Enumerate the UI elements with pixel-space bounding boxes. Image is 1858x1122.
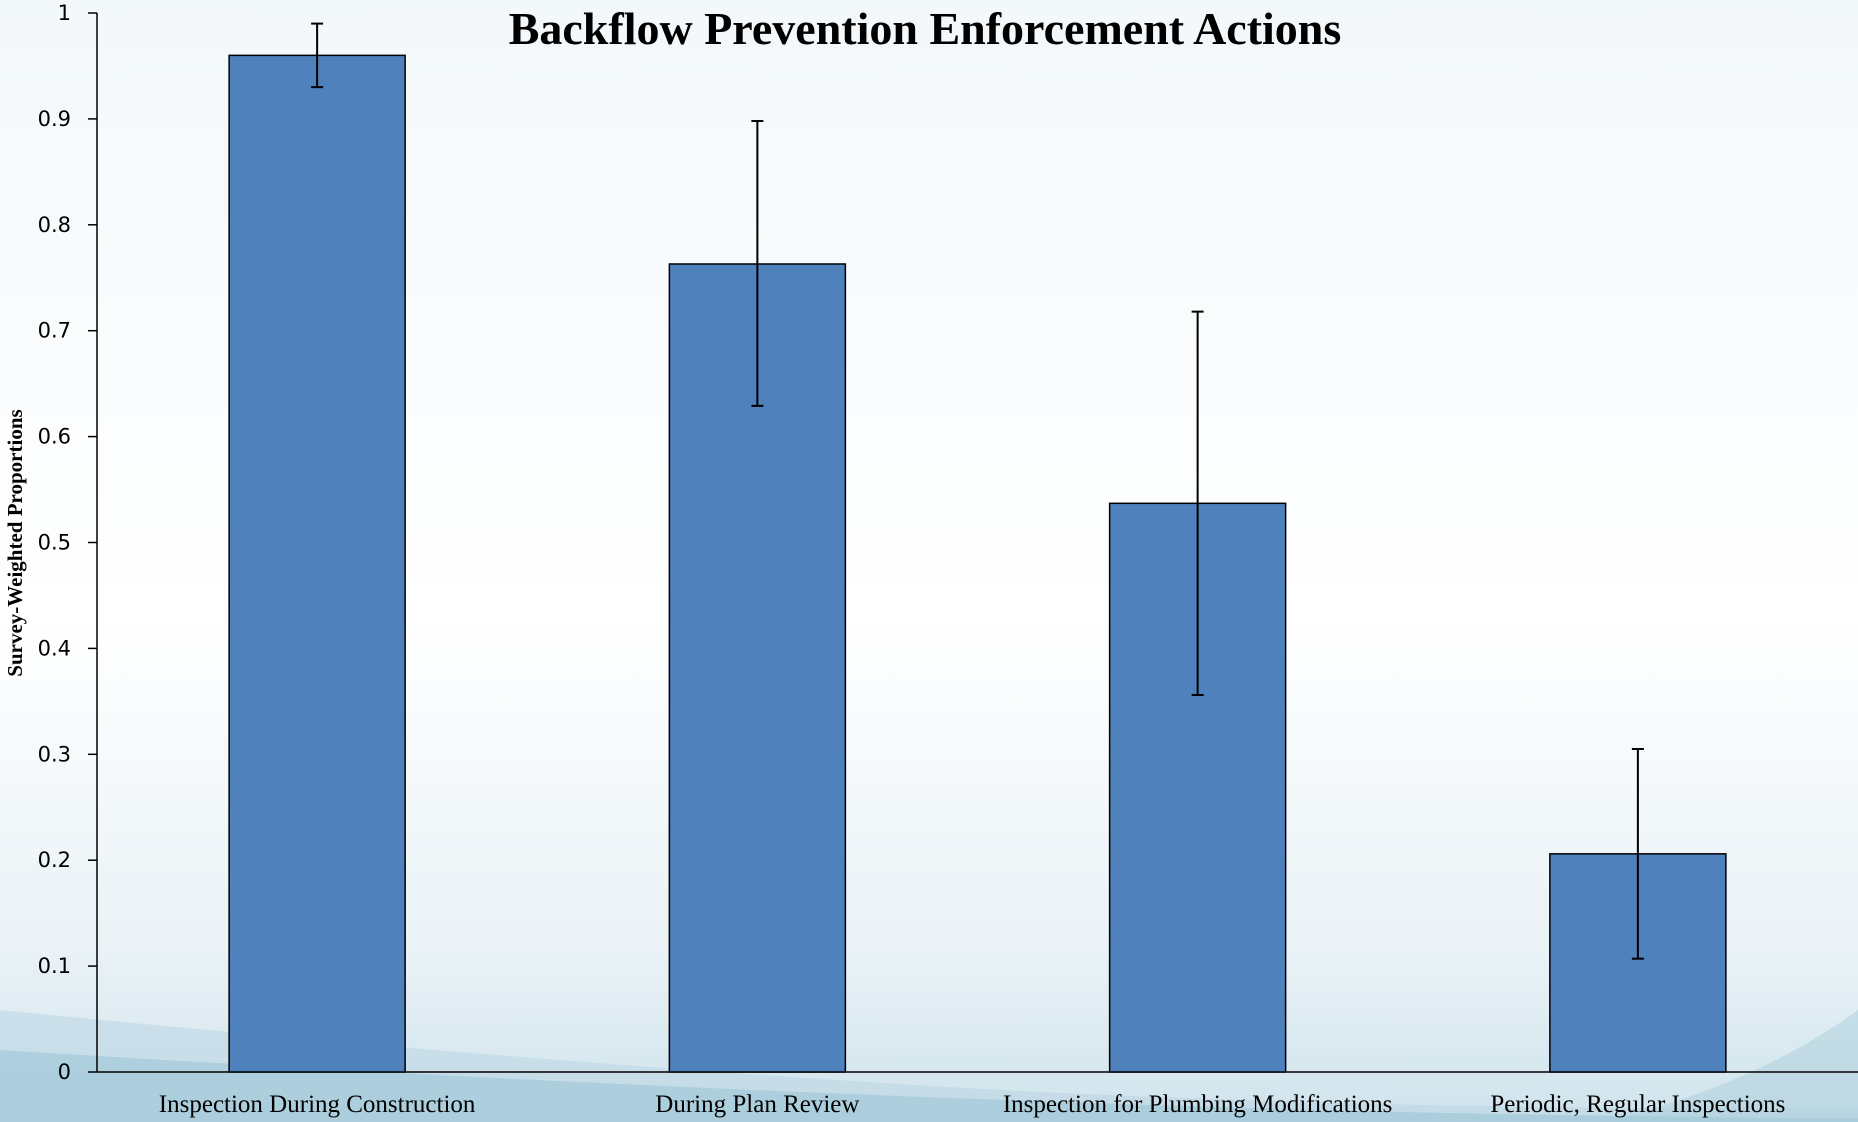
y-tick-label: 0 <box>58 1060 71 1084</box>
y-tick-label: 0.6 <box>38 425 71 449</box>
x-tick-label: Inspection for Plumbing Modifications <box>1003 1091 1393 1118</box>
x-tick-label: Inspection During Construction <box>159 1091 476 1118</box>
bar <box>228 54 406 1073</box>
x-tick-label: Periodic, Regular Inspections <box>1490 1091 1785 1118</box>
y-tick-label: 0.3 <box>38 742 71 766</box>
y-tick-label: 0.1 <box>38 954 71 978</box>
y-tick-label: 0.7 <box>38 319 71 343</box>
y-axis-title: Survey-Weighted Proportions <box>3 409 27 676</box>
y-tick-label: 0.9 <box>38 107 71 131</box>
y-tick-label: 1 <box>58 1 71 25</box>
chart-title: Backflow Prevention Enforcement Actions <box>509 3 1342 54</box>
y-tick-label: 0.5 <box>38 531 71 555</box>
x-tick-label: During Plan Review <box>655 1091 859 1118</box>
y-tick-label: 0.2 <box>38 848 71 872</box>
y-tick-label: 0.4 <box>38 636 71 660</box>
y-tick-label: 0.8 <box>38 213 71 237</box>
plot-area: 0 0.1 0.2 0.3 0.4 0.5 0.6 0.7 0.8 0.9 1 Inspection … <box>38 1 1858 1118</box>
